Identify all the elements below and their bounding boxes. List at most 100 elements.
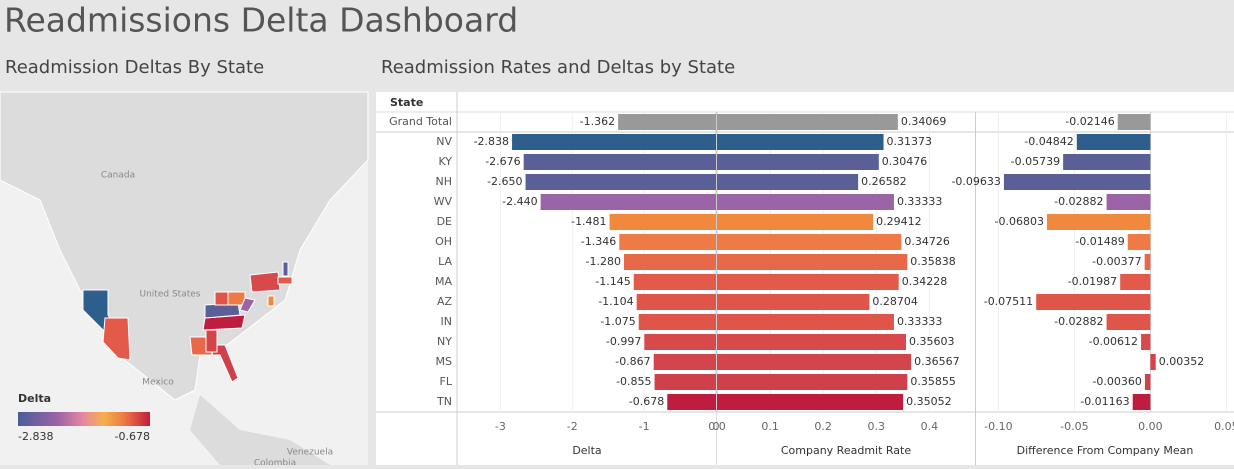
bar [717,374,908,390]
data-label: -0.01987 [1068,275,1117,288]
legend: Delta -2.838 -0.678 [18,392,150,443]
x-tick-label: -1 [639,420,650,433]
data-label: -1.362 [580,115,615,128]
bar [717,354,912,370]
bar [1046,214,1151,230]
map-land-south [190,395,330,465]
data-label: -2.676 [485,155,520,168]
data-label: -0.01163 [1080,395,1129,408]
data-label: -2.650 [487,175,522,188]
data-label: 0.29412 [876,215,922,228]
x-tick-label: 0.0 [708,420,726,433]
data-label: -0.09633 [951,175,1000,188]
data-label: 0.34069 [901,115,947,128]
data-label: -1.346 [581,235,616,248]
bar [624,254,716,270]
state-ny [249,271,281,293]
data-label: 0.30476 [882,155,928,168]
bar [717,154,879,170]
data-label: 0.36567 [914,355,960,368]
map-label: United States [140,290,201,300]
data-label: -1.075 [600,315,635,328]
x-tick-label: 0.1 [761,420,779,433]
row-header: State [390,96,423,109]
state-az [102,317,131,361]
data-label: -0.02882 [1054,195,1103,208]
map: Canada United States Mexico Venezuela Co… [0,91,369,469]
bar [717,234,902,250]
bar [717,214,874,230]
bar [1117,114,1151,130]
row-label: WV [434,195,453,208]
data-label: 0.34726 [904,235,950,248]
data-label: -0.02146 [1065,115,1114,128]
bar [717,254,908,270]
row-label: TN [436,395,452,408]
row-label: NY [437,335,452,348]
x-tick-label: 0.3 [868,420,886,433]
legend-title: Delta [18,392,51,405]
data-label: -1.104 [598,295,633,308]
map-label: Canada [101,171,135,181]
data-label: -1.280 [586,255,621,268]
map-land [0,91,369,401]
data-label: -2.838 [474,135,509,148]
x-tick-label: 0 [713,420,720,433]
map-label: Mexico [142,378,174,388]
data-label: 0.35603 [909,335,955,348]
data-label: -0.00360 [1092,375,1141,388]
row-label: NV [436,135,452,148]
data-label: 0.34228 [902,275,948,288]
bar [717,394,904,410]
x-tick-label: -2 [567,420,578,433]
row-label: DE [437,215,452,228]
row-label: IN [441,315,452,328]
state-in [214,291,229,306]
bar [717,134,884,150]
data-label: -0.00612 [1089,335,1138,348]
bar [540,194,716,210]
map-title: Readmission Deltas By State [5,57,264,78]
bar [644,334,716,350]
state-nh [282,261,289,277]
bar [1150,354,1156,370]
state-ms [205,329,218,353]
data-label: 0.31373 [887,135,933,148]
bar [1106,314,1151,330]
x-tick-label: 0.4 [921,420,939,433]
legend-label: -0.678 [115,430,150,443]
bar [1144,254,1151,270]
bar [1144,374,1151,390]
bar [1132,394,1151,410]
bar [1106,194,1151,210]
data-label: 0.33333 [897,315,943,328]
x-tick-label: 0.2 [814,420,832,433]
data-label: -0.07511 [984,295,1033,308]
data-label: -1.481 [571,215,606,228]
data-label: -0.05739 [1011,155,1060,168]
x-tick-label: -0.05 [1060,420,1088,433]
bar [636,294,716,310]
chart-title: Readmission Rates and Deltas by State [381,57,735,78]
bar [717,114,898,130]
bar [618,114,716,130]
dashboard-title: Readmissions Delta Dashboard [4,1,518,40]
data-label: 0.35052 [906,395,952,408]
bar [717,334,907,350]
data-label: -2.440 [502,195,537,208]
bar [1003,174,1151,190]
state-ma [277,276,293,285]
x-tick-label: -3 [495,420,506,433]
state-fl [211,344,239,383]
row-label: NH [436,175,453,188]
x-tick-label: -0.10 [984,420,1012,433]
data-label: -0.01489 [1075,235,1124,248]
bar [525,174,716,190]
bar [654,374,716,390]
bar [667,394,716,410]
row-label: KY [438,155,452,168]
axis-title: Difference From Company Mean [1017,444,1194,457]
map-label: Colombia [254,459,296,466]
row-label: FL [440,375,453,388]
